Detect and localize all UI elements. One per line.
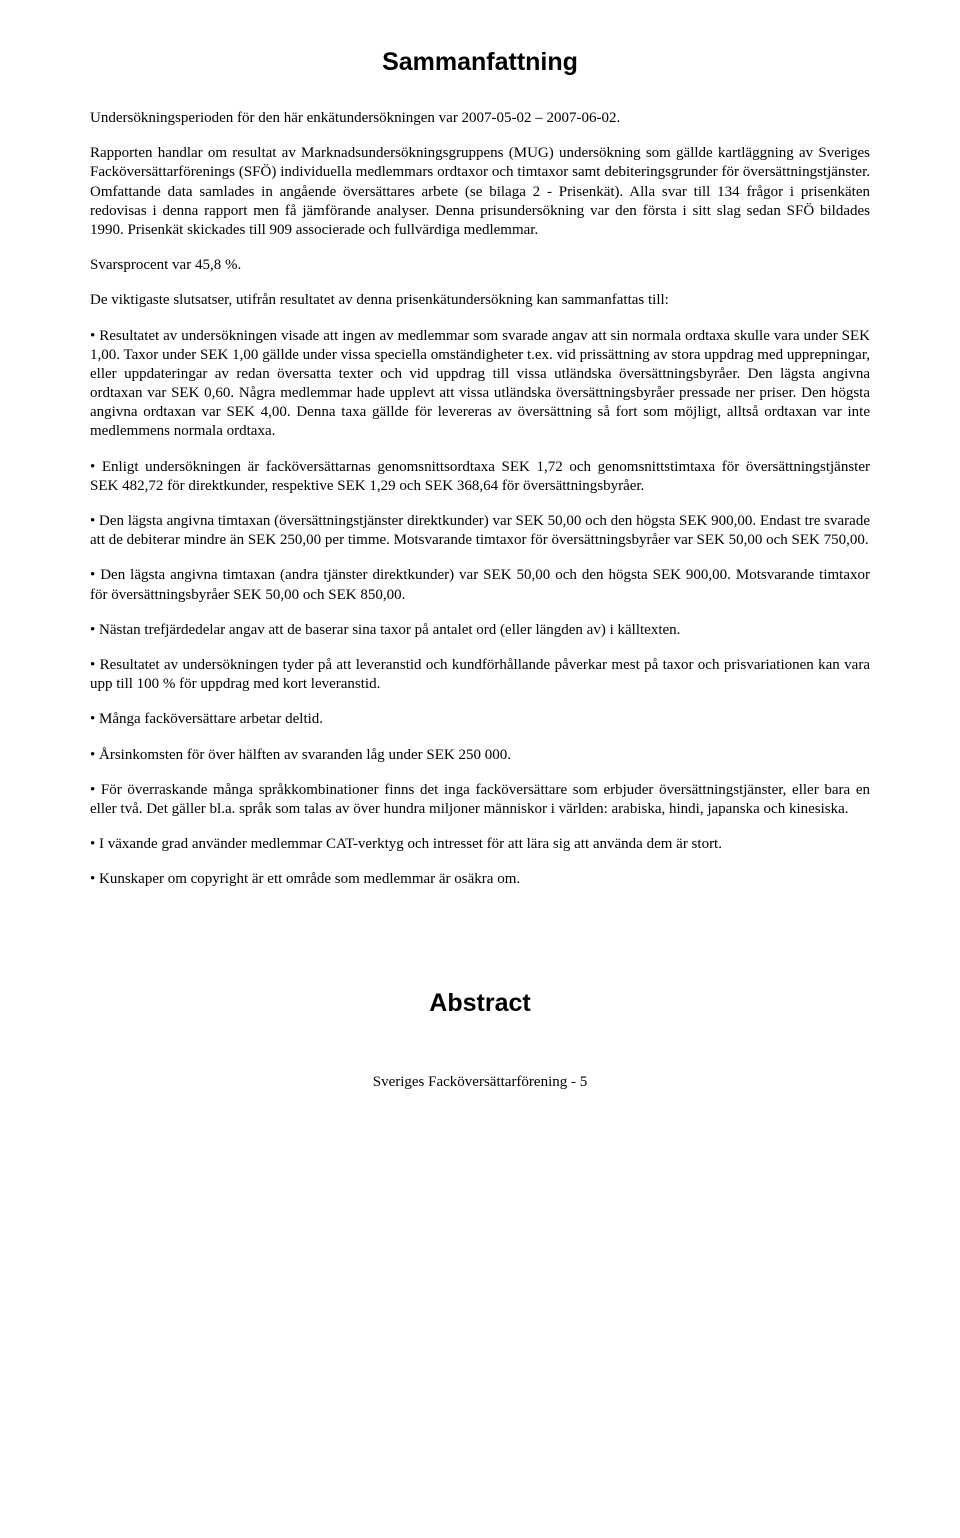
bullet-item-8: • Årsinkomsten för över hälften av svara… (90, 746, 870, 765)
abstract-heading: Abstract (90, 989, 870, 1018)
bullet-item-2: • Enligt undersökningen är facköversätta… (90, 458, 870, 496)
bullet-item-7: • Många facköversättare arbetar deltid. (90, 710, 870, 729)
bullet-item-3: • Den lägsta angivna timtaxan (översättn… (90, 512, 870, 550)
bullet-item-5: • Nästan trefjärdedelar angav att de bas… (90, 621, 870, 640)
bullet-item-4: • Den lägsta angivna timtaxan (andra tjä… (90, 566, 870, 604)
paragraph-intro: Rapporten handlar om resultat av Marknad… (90, 144, 870, 240)
page-container: Sammanfattning Undersökningsperioden för… (0, 0, 960, 1131)
bullet-item-10: • I växande grad använder medlemmar CAT-… (90, 835, 870, 854)
paragraph-conclusions-lead: De viktigaste slutsatser, utifrån result… (90, 291, 870, 310)
footer-text: Sveriges Facköversättarförening - 5 (90, 1074, 870, 1091)
page-title: Sammanfattning (90, 48, 870, 77)
paragraph-period: Undersökningsperioden för den här enkätu… (90, 109, 870, 128)
bullet-item-11: • Kunskaper om copyright är ett område s… (90, 870, 870, 889)
paragraph-response-rate: Svarsprocent var 45,8 %. (90, 256, 870, 275)
bullet-item-9: • För överraskande många språkkombinatio… (90, 781, 870, 819)
bullet-item-1: • Resultatet av undersökningen visade at… (90, 327, 870, 442)
bullet-item-6: • Resultatet av undersökningen tyder på … (90, 656, 870, 694)
